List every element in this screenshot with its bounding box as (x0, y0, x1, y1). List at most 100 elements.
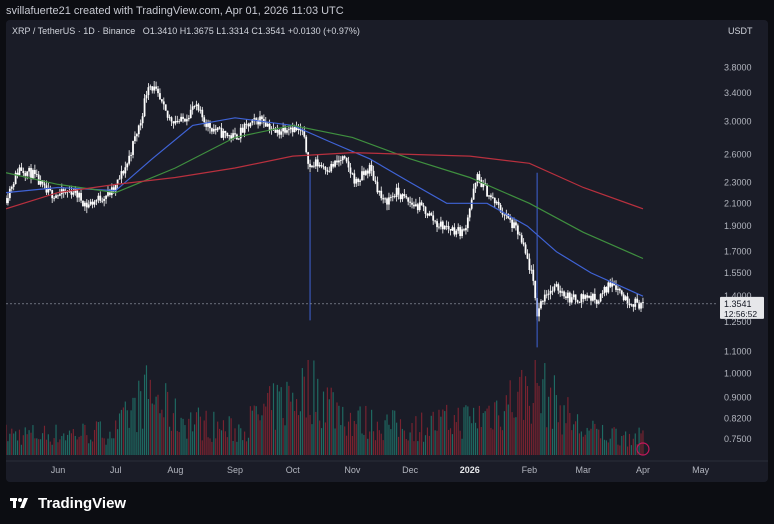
volume-bar (463, 407, 465, 455)
volume-bar (30, 432, 32, 455)
volume-bar (559, 405, 561, 455)
volume-bar (394, 410, 396, 455)
chart-panel[interactable]: USDT 3.8000 3.4000 3.0000 2.6000 2.3000 2.1000… (6, 20, 768, 482)
volume-bar (330, 387, 332, 455)
candle-body (318, 165, 321, 167)
candle-body (218, 127, 221, 129)
volume-bar (371, 409, 373, 455)
volume-bar (457, 407, 459, 455)
candle-body (147, 87, 150, 96)
candle-body (14, 172, 17, 185)
volume-bar (390, 429, 392, 455)
candle-body (563, 291, 565, 297)
volume-bar (534, 360, 536, 455)
candle-body (322, 166, 325, 168)
volume-bar (426, 427, 429, 455)
ohlc-values: O1.3410 H1.3675 L1.3314 C1.3541 +0.0130 … (142, 26, 360, 36)
attribution-text: svillafuerte21 created with TradingView.… (6, 5, 344, 17)
volume-bar (174, 398, 176, 455)
volume-bar (295, 399, 298, 455)
volume-bar (257, 414, 259, 455)
candle-body (459, 227, 462, 237)
candle-body (516, 225, 519, 235)
candle-body (353, 173, 356, 184)
volume-bar (482, 413, 484, 455)
volume-bar (613, 427, 615, 455)
volume-bar (517, 391, 519, 455)
candle-body (507, 214, 510, 218)
candle-body (312, 165, 315, 167)
volume-bar (130, 410, 132, 455)
candle-body (465, 228, 467, 231)
candle-body (530, 269, 533, 271)
candle-body (126, 163, 129, 168)
candle-body (528, 258, 531, 271)
volume-bar (640, 433, 642, 455)
volume-bar (180, 417, 182, 455)
candle-body (114, 183, 117, 192)
candle-body (112, 187, 115, 192)
tradingview-logo[interactable]: TradingView (10, 493, 126, 513)
symbol-label: XRP / TetherUS · 1D · Binance (12, 26, 136, 36)
volume-bar (630, 445, 632, 455)
price-chart[interactable]: USDT 3.8000 3.4000 3.0000 2.6000 2.3000 2.1000… (6, 20, 768, 482)
volume-bar (192, 431, 194, 455)
volume-bar (317, 378, 319, 455)
candle-body (58, 194, 61, 196)
volume-bar (551, 428, 554, 455)
volume-bar (490, 427, 492, 455)
candle-body (428, 213, 431, 216)
candle-body (436, 221, 438, 228)
candle-body (634, 298, 637, 307)
volume-bar (32, 425, 34, 455)
candle-body (237, 138, 240, 140)
candle-body (357, 178, 360, 182)
candle-body (541, 301, 544, 302)
price-tick-label: 0.9000 (724, 392, 752, 402)
brand-name: TradingView (38, 494, 127, 512)
candle-body (582, 294, 585, 299)
candle-body (203, 117, 206, 123)
candle-body (397, 187, 400, 195)
candle-body (70, 191, 73, 195)
volume-bar (159, 413, 161, 455)
volume-bar (105, 444, 107, 455)
candle-body (503, 214, 506, 216)
volume-bar (290, 401, 292, 455)
volume-bar (61, 436, 63, 455)
candle-body (486, 184, 488, 197)
candle-body (343, 156, 346, 158)
volume-bar (413, 441, 415, 455)
volume-bar (372, 431, 375, 455)
candle-body (180, 116, 183, 122)
candle-body (363, 171, 365, 175)
candle-body (247, 124, 250, 127)
candle-body (328, 171, 331, 173)
candle-body (261, 116, 263, 120)
candle-body (388, 197, 390, 205)
volume-bar (499, 426, 502, 455)
candle-body (214, 128, 217, 131)
volume-bar (182, 418, 184, 455)
candle-body (32, 170, 34, 179)
candle-body (364, 170, 367, 175)
volume-bar (267, 392, 269, 455)
volume-bar (436, 430, 438, 455)
volume-bar (49, 441, 51, 455)
candle-body (78, 193, 81, 198)
candle-body (266, 123, 269, 127)
candle-body (611, 283, 614, 287)
volume-bar (609, 438, 611, 455)
volume-bar (211, 441, 213, 455)
candle-body (488, 195, 490, 197)
volume-bar (97, 422, 99, 455)
candle-body (184, 118, 186, 122)
candle-body (143, 98, 146, 117)
price-tick-label: 2.6000 (724, 149, 752, 159)
volume-bar (625, 431, 627, 455)
candle-body (543, 294, 546, 302)
candle-body (453, 227, 456, 235)
candle-body (445, 225, 448, 227)
volume-bar (361, 433, 363, 455)
candle-body (124, 167, 127, 174)
